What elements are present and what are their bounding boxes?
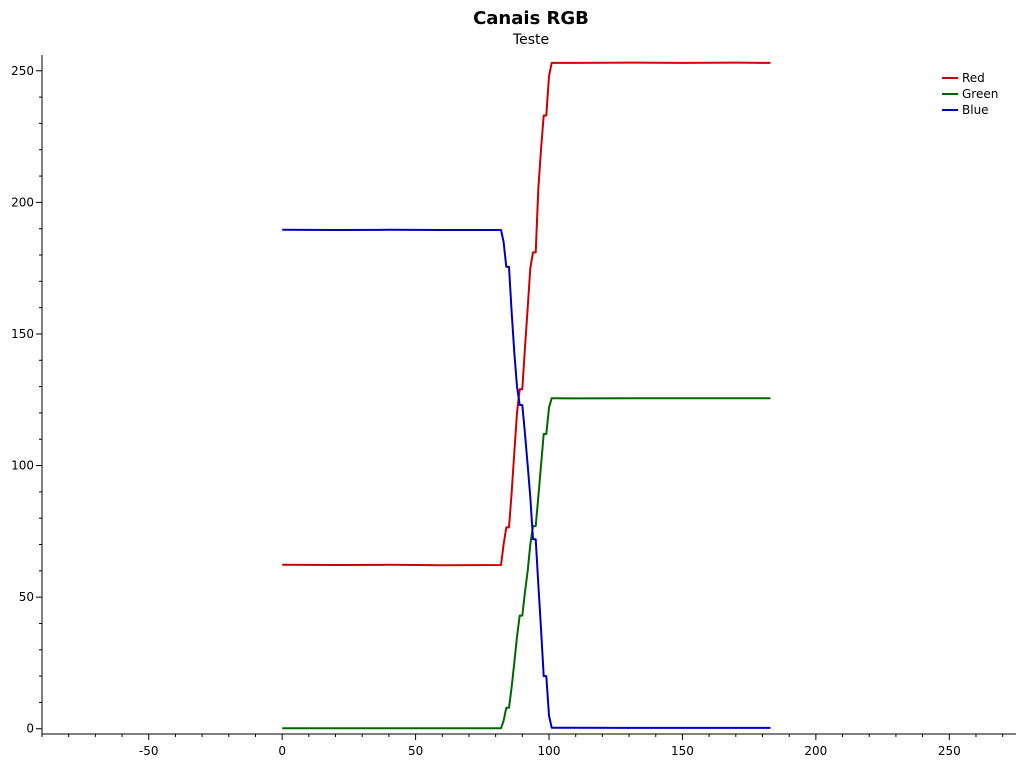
x-tick-label: 200 [804,744,827,758]
legend-label-blue: Blue [962,103,989,117]
x-tick-label: -50 [139,744,159,758]
legend-label-red: Red [962,71,985,85]
y-tick-label: 250 [11,64,34,78]
x-tick-label: 100 [538,744,561,758]
y-tick-label: 50 [19,590,34,604]
axes-frame [42,55,1016,734]
y-tick-label: 100 [11,459,34,473]
legend: Red Green Blue [942,71,998,117]
y-tick-label: 150 [11,327,34,341]
y-tick-label: 200 [11,195,34,209]
series-line-red [282,63,770,566]
series-group [282,63,770,729]
x-axis: -50 0 50 100 150 200 250 [42,734,1003,758]
x-tick-label: 0 [278,744,286,758]
y-axis: 0 50 100 150 200 250 [11,64,42,736]
y-tick-label: 0 [26,722,34,736]
series-line-blue [282,230,770,728]
legend-label-green: Green [962,87,998,101]
x-tick-label: 250 [938,744,961,758]
x-tick-label: 50 [408,744,423,758]
x-tick-label: 150 [671,744,694,758]
